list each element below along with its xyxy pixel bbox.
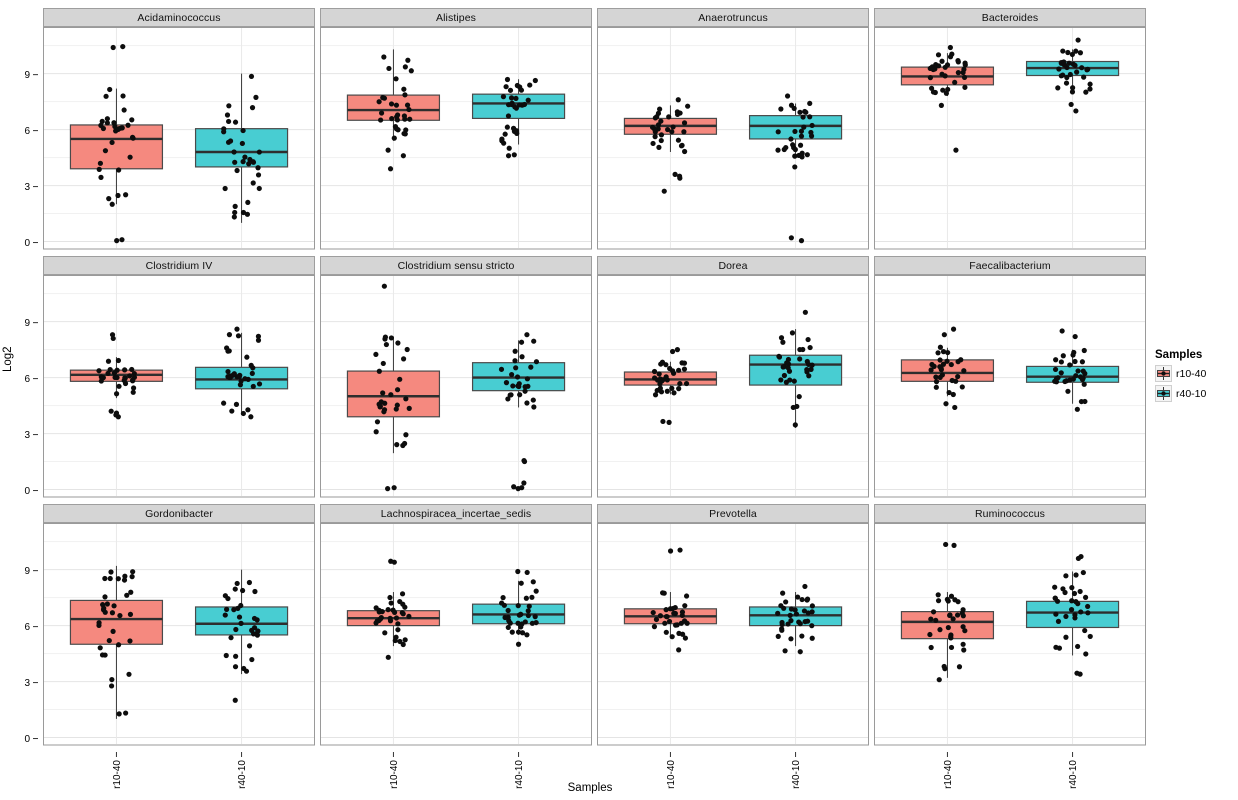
facet-strip: Bacteroides [874,8,1146,27]
y-tick-label: 9 [24,318,30,329]
facet-clostridium-sensu-stricto: Clostridium sensu stricto [320,256,592,498]
x-tick-label: r10-40 [666,760,677,789]
legend-entry-r40-10: r40-10 [1155,385,1206,402]
x-tick-label: r40-10 [514,760,525,789]
y-tick-label: 6 [24,622,30,633]
facet-panel [320,27,592,250]
x-tick-label: r10-40 [112,760,123,789]
y-tick-label: 6 [24,126,30,137]
legend-key-icon [1155,385,1172,402]
facet-faecalibacterium: Faecalibacterium [874,256,1146,498]
facet-lachnospiracea-incertae-sedis: Lachnospiracea_incertae_sedis [320,504,592,746]
facet-panel [874,275,1146,498]
spacer [1151,8,1235,250]
legend: Samples r10-40 r40-10 [1151,256,1235,498]
facet-prevotella: Prevotella [597,504,869,746]
facet-strip: Dorea [597,256,869,275]
facet-bacteroides: Bacteroides [874,8,1146,250]
legend-label: r40-10 [1176,387,1207,400]
y-tick-label: 0 [24,486,30,497]
facet-panel [874,523,1146,746]
x-tick-label: r10-40 [389,760,400,789]
facet-gordonibacter: Gordonibacter [43,504,315,746]
facet-anaerotruncus: Anaerotruncus [597,8,869,250]
y-tick-label: 6 [24,374,30,385]
facet-panel [874,27,1146,250]
facet-strip: Clostridium IV [43,256,315,275]
y-tick-label: 3 [24,430,30,441]
facet-panel [597,523,869,746]
x-tick-label: r10-40 [943,760,954,789]
y-tick-label: 3 [24,182,30,193]
spacer [1151,504,1235,746]
x-axis-col3: r10-40 r40-10 [597,752,869,800]
facet-strip: Ruminococcus [874,504,1146,523]
facet-clostridium-iv: Clostridium IV [43,256,315,498]
facet-panel [43,27,315,250]
y-axis-svg: 0 3 6 9 [24,566,38,745]
facet-alistipes: Alistipes [320,8,592,250]
y-tick-label: 0 [24,238,30,249]
x-axis-col1: r10-40 r40-10 [43,752,315,800]
facet-grid: 0 3 6 9 Acidaminococcus Alistipes Anaerotruncu… [4,8,1235,800]
facet-strip: Faecalibacterium [874,256,1146,275]
facet-panel [43,275,315,498]
facet-panel [597,27,869,250]
facet-strip: Alistipes [320,8,592,27]
x-tick-label: r40-10 [1068,760,1079,789]
y-tick-label: 9 [24,566,30,577]
facet-strip: Lachnospiracea_incertae_sedis [320,504,592,523]
legend-title: Samples [1155,349,1203,361]
legend-key-icon [1155,365,1172,382]
x-tick-label: r40-10 [237,760,248,789]
facet-ruminococcus: Ruminococcus [874,504,1146,746]
y-tick-label: 9 [24,70,30,81]
x-axis-col2: r10-40 r40-10 [320,752,592,800]
facet-strip: Gordonibacter [43,504,315,523]
y-axis-ticks-row3: 0 3 6 9 [4,504,38,746]
y-axis-svg: 0 3 6 9 [24,70,38,249]
x-axis-title: Samples [567,782,613,794]
facet-strip: Clostridium sensu stricto [320,256,592,275]
facet-panel [320,523,592,746]
facet-panel [43,523,315,746]
legend-label: r10-40 [1176,367,1207,380]
facet-dorea: Dorea [597,256,869,498]
facet-acidaminococcus: Acidaminococcus [43,8,315,250]
y-tick-label: 0 [24,734,30,745]
facet-panel [597,275,869,498]
facet-panel [320,275,592,498]
y-tick-label: 3 [24,678,30,689]
x-axis-col4: r10-40 r40-10 [874,752,1146,800]
y-axis-svg: 0 3 6 9 [24,318,38,497]
facet-strip: Prevotella [597,504,869,523]
y-axis-ticks-row2: 0 3 6 9 [4,256,38,498]
x-tick-label: r40-10 [791,760,802,789]
facet-strip: Anaerotruncus [597,8,869,27]
legend-entry-r10-40: r10-40 [1155,365,1206,382]
facet-strip: Acidaminococcus [43,8,315,27]
y-axis-ticks-row1: 0 3 6 9 [4,8,38,250]
